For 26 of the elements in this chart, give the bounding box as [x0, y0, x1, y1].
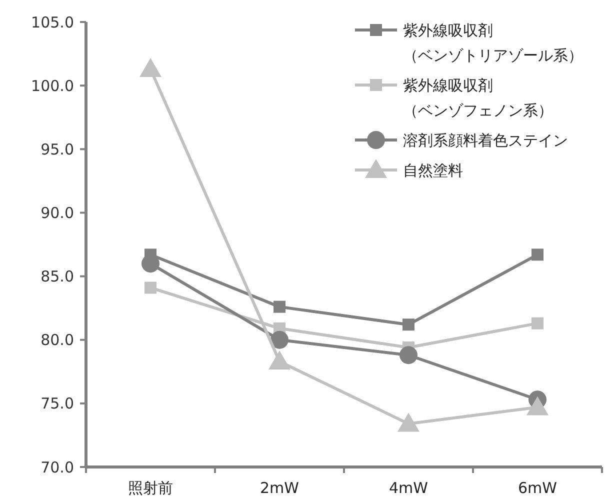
y-tick-label: 90.0	[40, 204, 74, 222]
point	[402, 318, 414, 331]
y-tick-label: 95.0	[40, 140, 74, 158]
point	[400, 346, 418, 364]
point	[270, 330, 288, 349]
legend-label: 溶剤系顔料着色ステイン	[403, 131, 568, 150]
x-tick-label: 4mW	[389, 479, 428, 497]
y-tick-label: 70.0	[40, 458, 74, 476]
point	[398, 412, 420, 432]
x-tick-label: 6mW	[518, 479, 558, 497]
y-tick-label: 75.0	[40, 394, 74, 413]
legend-label: 自然塗料	[403, 161, 463, 180]
y-tick-label: 100.0	[31, 76, 74, 95]
point	[274, 300, 286, 313]
legend-label: 紫外線吸収剤（ベンゾフェノン系）	[403, 76, 553, 120]
x-tick-label: 2mW	[260, 479, 300, 497]
legend-label: 紫外線吸収剤（ベンゾトリアゾール系）	[403, 21, 583, 64]
point	[532, 317, 544, 330]
point	[532, 248, 544, 261]
point	[144, 282, 156, 294]
point	[268, 350, 290, 370]
x-tick-label: 照射前	[128, 479, 173, 497]
y-tick-label: 105.0	[31, 13, 74, 32]
point	[526, 396, 548, 416]
y-tick-label: 80.0	[40, 331, 74, 350]
y-tick-label: 85.0	[40, 268, 74, 286]
